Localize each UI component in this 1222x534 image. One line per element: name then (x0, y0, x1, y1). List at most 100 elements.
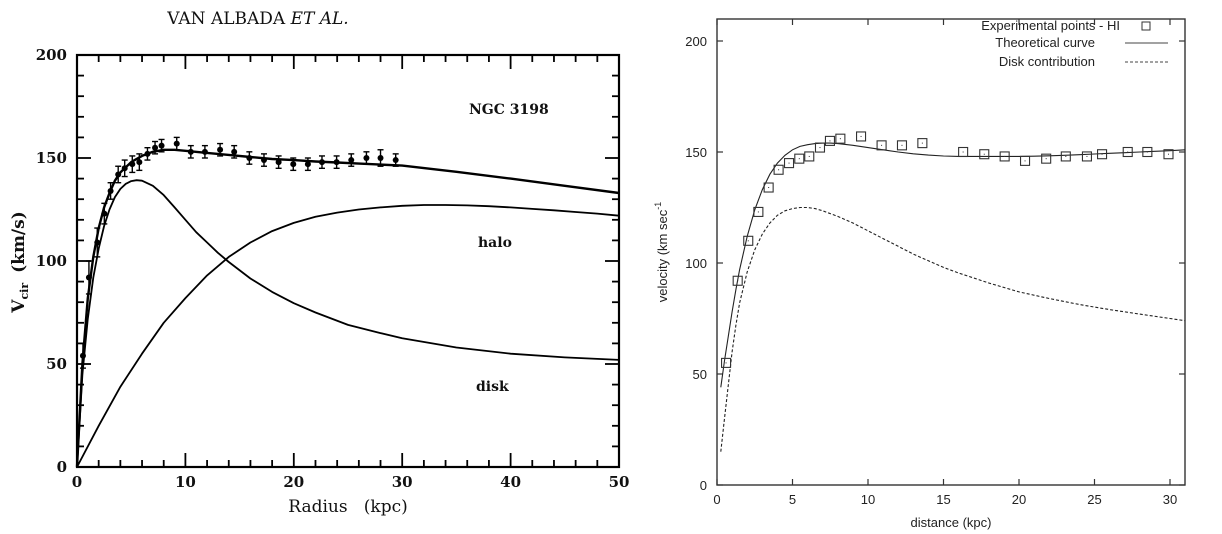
y-tick-label: 200 (685, 34, 707, 49)
point-center-dot (788, 162, 790, 164)
legend-label-points: Experimental points - HI (981, 18, 1120, 33)
header-authors: VAN ALBADA (166, 9, 290, 29)
experimental-point (783, 158, 795, 169)
point-center-dot (1167, 153, 1169, 155)
experimental-point (1060, 151, 1071, 162)
experimental-point (958, 146, 969, 158)
header-etal: ET AL. (290, 9, 349, 29)
x-tick-label: 50 (609, 473, 630, 491)
left-ticks (76, 54, 620, 468)
y-tick-label: 100 (36, 252, 67, 270)
experimental-point (1163, 149, 1174, 160)
data-point (290, 157, 297, 172)
point-center-dot (819, 147, 821, 149)
data-point (107, 182, 114, 200)
y-tick-label: 150 (685, 145, 707, 160)
data-point (136, 153, 143, 172)
right-x-axis-label: distance (kpc) (911, 515, 992, 530)
left-series (75, 148, 620, 468)
point-marker (187, 148, 194, 155)
point-center-dot (778, 169, 780, 171)
point-marker (246, 155, 253, 161)
point-marker (260, 157, 267, 164)
svg-text:Vcir(km/s): Vcir (km/s) (9, 211, 31, 314)
y-tick-label: 50 (693, 367, 707, 382)
point-marker (377, 155, 384, 161)
point-marker (201, 148, 208, 155)
point-marker (101, 210, 108, 217)
data-point (304, 157, 311, 172)
x-tick-label: 10 (175, 473, 196, 491)
point-square (896, 140, 908, 151)
right-tick-labels: 0 5 10 15 20 25 30 0 50 100 150 200 (685, 34, 1177, 507)
point-square (1142, 146, 1153, 158)
experimental-point (732, 275, 743, 286)
experimental-point (721, 357, 732, 368)
x-tick-label: 25 (1087, 492, 1101, 507)
point-marker (318, 159, 325, 166)
y-tick-label: 50 (46, 355, 67, 373)
data-point (260, 153, 267, 167)
point-marker (217, 146, 224, 153)
point-marker (363, 155, 370, 161)
point-center-dot (808, 155, 810, 157)
curve-disk (76, 179, 620, 468)
data-point (275, 155, 282, 170)
disk-contribution-curve (720, 206, 1186, 452)
point-marker (79, 352, 86, 359)
point-square (1097, 149, 1108, 160)
point-center-dot (1024, 160, 1026, 162)
curve-total (75, 148, 620, 468)
experimental-point (773, 164, 784, 175)
right-ticks (716, 19, 1185, 486)
point-square (773, 164, 784, 175)
experimental-point (814, 142, 826, 153)
point-marker (144, 150, 151, 157)
data-point (318, 155, 325, 170)
right-points (721, 131, 1174, 368)
y-tick-label: 0 (700, 478, 707, 493)
experimental-point (794, 153, 805, 164)
data-point (85, 260, 92, 295)
point-center-dot (839, 138, 841, 140)
y-tick-label: 0 (57, 458, 67, 476)
point-square (743, 235, 754, 246)
point-square (876, 140, 887, 151)
experimental-point (876, 140, 887, 151)
point-marker (107, 187, 114, 194)
point-center-dot (829, 140, 831, 142)
point-square (958, 146, 969, 158)
point-center-dot (921, 142, 923, 144)
point-center-dot (1101, 153, 1103, 155)
left-y-axis-label: Vcir (km/s) (9, 211, 31, 314)
point-center-dot (798, 158, 800, 160)
data-point (246, 151, 253, 165)
point-square (721, 357, 732, 368)
point-marker (304, 161, 311, 168)
point-marker (121, 165, 128, 172)
x-tick-label: 30 (392, 473, 413, 491)
point-center-dot (881, 144, 883, 146)
experimental-point (743, 235, 754, 246)
point-center-dot (962, 151, 964, 153)
data-point (158, 138, 165, 153)
point-marker (290, 161, 297, 168)
point-square (804, 151, 815, 162)
point-center-dot (737, 280, 739, 282)
point-square (835, 133, 846, 144)
point-square (814, 142, 826, 153)
point-square (1041, 153, 1052, 164)
left-x-axis-label: Radius (kpc) (288, 497, 408, 517)
experimental-point (1041, 153, 1052, 164)
x-tick-label: 10 (861, 492, 875, 507)
data-point (348, 153, 355, 167)
y-tick-label: 200 (36, 46, 67, 64)
point-center-dot (1086, 155, 1088, 157)
data-point (79, 342, 86, 369)
point-marker (158, 142, 165, 149)
point-square (1060, 151, 1071, 162)
point-square (1019, 155, 1031, 166)
point-marker (348, 157, 355, 164)
point-marker (173, 140, 180, 147)
